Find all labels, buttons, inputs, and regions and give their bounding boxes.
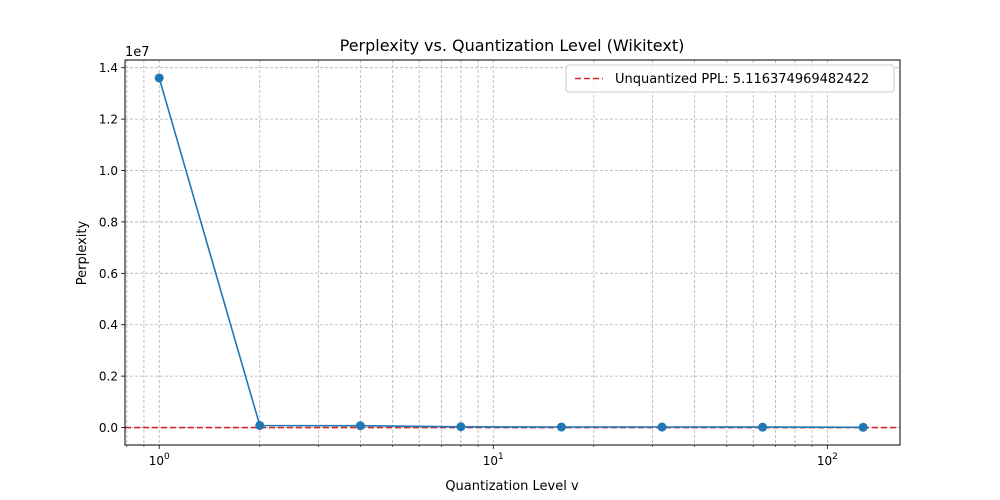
y-offset-label: 1e7	[125, 45, 150, 60]
series-layer	[154, 73, 868, 432]
y-tick-label: 0.8	[99, 215, 118, 229]
x-tick-label: 100	[149, 452, 170, 468]
data-point	[355, 421, 365, 431]
y-axis: 0.0 0.2 0.4 0.6 0.8 1.0 1.2 1.4	[99, 61, 125, 435]
x-tick-label: 102	[817, 452, 838, 468]
data-point	[758, 422, 768, 432]
chart-title: Perplexity vs. Quantization Level (Wikit…	[340, 36, 685, 55]
data-point	[556, 422, 566, 432]
y-tick-label: 0.0	[99, 421, 118, 435]
y-tick-label: 0.2	[99, 370, 118, 384]
data-point	[255, 420, 265, 430]
y-tick-label: 0.4	[99, 318, 118, 332]
legend: Unquantized PPL: 5.116374969482422	[565, 64, 895, 93]
x-axis: 100 101 102	[126, 445, 838, 468]
plot-frame	[124, 59, 901, 446]
y-tick-label: 0.6	[99, 267, 118, 281]
y-tick-label: 1.4	[99, 61, 118, 75]
x-tick-label: 101	[483, 452, 504, 468]
data-point	[154, 73, 164, 83]
legend-box	[565, 64, 895, 93]
data-point	[456, 422, 466, 432]
y-tick-label: 1.0	[99, 164, 118, 178]
data-point	[657, 422, 667, 432]
data-point	[858, 422, 868, 432]
y-axis-label: Perplexity	[75, 220, 90, 285]
x-axis-label: Quantization Level v	[445, 479, 579, 494]
y-tick-label: 1.2	[99, 113, 118, 127]
legend-label-unquantized: Unquantized PPL: 5.116374969482422	[615, 72, 869, 87]
series-line	[158, 77, 864, 429]
